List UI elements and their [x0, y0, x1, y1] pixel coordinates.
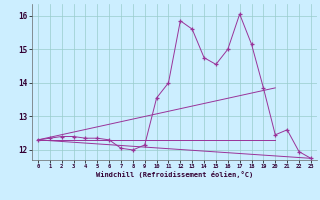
X-axis label: Windchill (Refroidissement éolien,°C): Windchill (Refroidissement éolien,°C)	[96, 171, 253, 178]
